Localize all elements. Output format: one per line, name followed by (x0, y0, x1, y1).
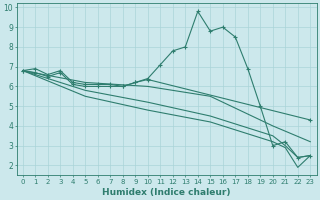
X-axis label: Humidex (Indice chaleur): Humidex (Indice chaleur) (102, 188, 231, 197)
